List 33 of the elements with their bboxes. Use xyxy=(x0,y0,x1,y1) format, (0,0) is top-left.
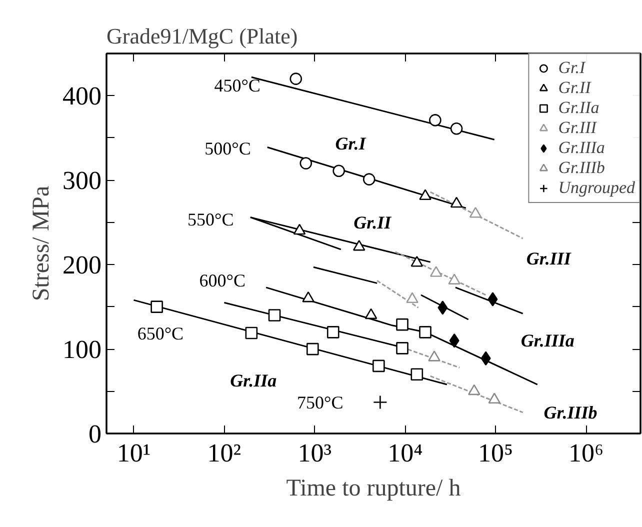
legend-label: Gr.IIIb xyxy=(558,158,605,178)
x-tick-label: 10⁴ xyxy=(388,438,423,468)
chart-title: Grade91/MgC (Plate) xyxy=(106,24,298,48)
annotation: Gr.IIIa xyxy=(520,330,574,350)
annotation: Gr.II xyxy=(354,212,392,233)
x-tick-label: 10³ xyxy=(298,438,332,468)
annotation: 600°C xyxy=(199,270,246,290)
y-tick-label: 0 xyxy=(88,420,102,448)
x-tick-label: 10¹ xyxy=(116,438,151,468)
annotation: 500°C xyxy=(204,138,251,158)
y-tick-label: 200 xyxy=(62,250,102,280)
legend-label: Gr.II xyxy=(558,78,591,98)
annotation: 450°C xyxy=(214,75,260,96)
annotation: Gr.IIa xyxy=(230,370,277,391)
y-tick-label: 400 xyxy=(62,82,102,111)
legend-label: Ungrouped xyxy=(558,178,635,198)
annotation: Gr.IIIb xyxy=(544,402,598,423)
y-tick-label: 100 xyxy=(62,335,102,364)
x-axis-title: Time to rupture/ h xyxy=(286,476,461,502)
x-tick-label: 10⁶ xyxy=(568,438,604,468)
legend-label: Gr.IIa xyxy=(558,98,600,118)
annotation: 750°C xyxy=(297,392,344,412)
y-tick-label: 300 xyxy=(62,166,102,196)
annotation: 550°C xyxy=(188,210,234,230)
x-tick-label: 10² xyxy=(207,438,242,468)
legend-label: Gr.III xyxy=(558,118,596,138)
annotation: Gr.I xyxy=(335,134,367,154)
legend-label: Gr.IIIa xyxy=(558,138,605,158)
annotation: Gr.III xyxy=(526,248,572,268)
y-axis-title: Stress/ MPa xyxy=(28,185,54,302)
annotation: 650°C xyxy=(137,324,184,344)
legend-label: Gr.I xyxy=(558,58,586,78)
x-tick-label: 10⁵ xyxy=(478,438,514,468)
